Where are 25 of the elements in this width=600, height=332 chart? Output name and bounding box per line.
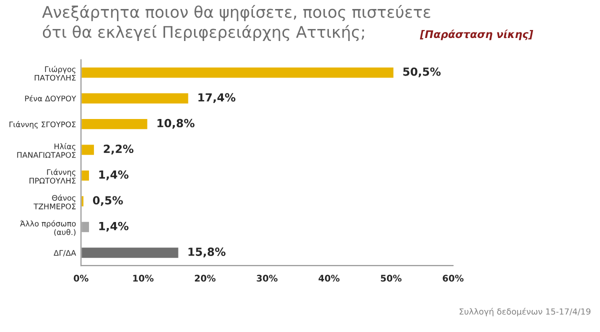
data-label: 1,4%: [99, 222, 128, 232]
data-label: 0,5%: [92, 196, 123, 206]
x-tick-label: 20%: [194, 274, 216, 282]
bar: [81, 143, 96, 156]
text: [Παράσταση νίκης]: [420, 30, 534, 40]
bar: [81, 194, 85, 208]
bar: [81, 169, 90, 182]
bar: [81, 118, 149, 131]
data-label: 17,4%: [198, 93, 236, 103]
bar: [81, 66, 395, 80]
data-label: 50,5%: [403, 67, 441, 78]
data-label: 15,8%: [188, 248, 226, 258]
data-label: 10,8%: [158, 118, 194, 129]
x-tick-label: 60%: [442, 274, 464, 282]
bar: [81, 92, 190, 105]
data-label: 1,4%: [99, 170, 128, 180]
x-tick-label: 0%: [74, 274, 88, 282]
x-tick-label: 30%: [256, 274, 278, 282]
x-tick-label: 40%: [318, 274, 340, 282]
x-tick-label: 10%: [133, 274, 154, 282]
bar: [81, 246, 180, 260]
x-tick-label: 50%: [380, 274, 402, 282]
bar: [81, 220, 90, 234]
data-label: 2,2%: [104, 144, 134, 154]
text: Συλλογή δεδομένων 15-17/4/19: [460, 308, 590, 316]
